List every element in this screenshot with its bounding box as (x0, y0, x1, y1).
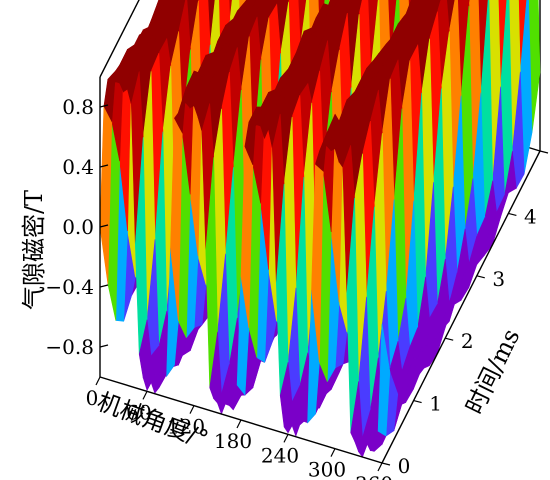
z-tick-label: −0.8 (45, 335, 94, 359)
x-tick-mark (377, 462, 383, 472)
x-tick-mark (330, 448, 336, 457)
x-tick-mark (236, 419, 242, 429)
y-tick-mark (381, 462, 391, 466)
axis-ticks: 0601201802403003600123450.80.40.0−0.4−0.… (45, 95, 549, 480)
x-tick-label: 360 (355, 472, 393, 480)
y-tick-mark (539, 150, 549, 154)
y-tick-label: 1 (429, 392, 442, 416)
y-tick-label: 0 (398, 454, 411, 478)
x-tick-label: 240 (261, 443, 299, 467)
z-tick-mark (99, 164, 109, 168)
x-tick-label: 300 (308, 458, 346, 480)
x-tick-label: 180 (214, 429, 252, 453)
y-axis-line (381, 150, 541, 464)
x-tick-mark (95, 376, 101, 386)
x-tick-mark (283, 434, 289, 443)
z-tick-mark (99, 104, 109, 108)
z-tick-label: 0.4 (62, 155, 94, 179)
x-tick-label: 60 (126, 400, 151, 424)
z-tick-label: −0.4 (45, 275, 94, 299)
axis-back-left-top (99, 0, 140, 78)
x-axis-label: 机械角度/° (93, 387, 212, 453)
x-tick-mark (142, 391, 148, 400)
y-tick-mark (508, 212, 517, 216)
y-tick-mark (476, 275, 485, 279)
x-tick-label: 0 (86, 386, 99, 410)
x-tick-mark (189, 405, 195, 414)
z-tick-label: 0.8 (62, 95, 94, 119)
y-tick-mark (445, 337, 454, 341)
z-tick-label: 0.0 (62, 215, 94, 239)
surface-patch (377, 323, 391, 437)
z-axis-label: 气隙磁密/T (20, 190, 48, 310)
surface-plot (99, 0, 541, 458)
y-tick-label: 4 (524, 204, 537, 228)
y-tick-label: 2 (461, 329, 474, 353)
y-tick-label: 3 (492, 267, 505, 291)
z-tick-mark (99, 344, 109, 348)
z-tick-mark (99, 224, 109, 228)
y-tick-mark (413, 400, 422, 404)
x-tick-label: 120 (167, 415, 205, 439)
z-tick-mark (99, 284, 109, 288)
